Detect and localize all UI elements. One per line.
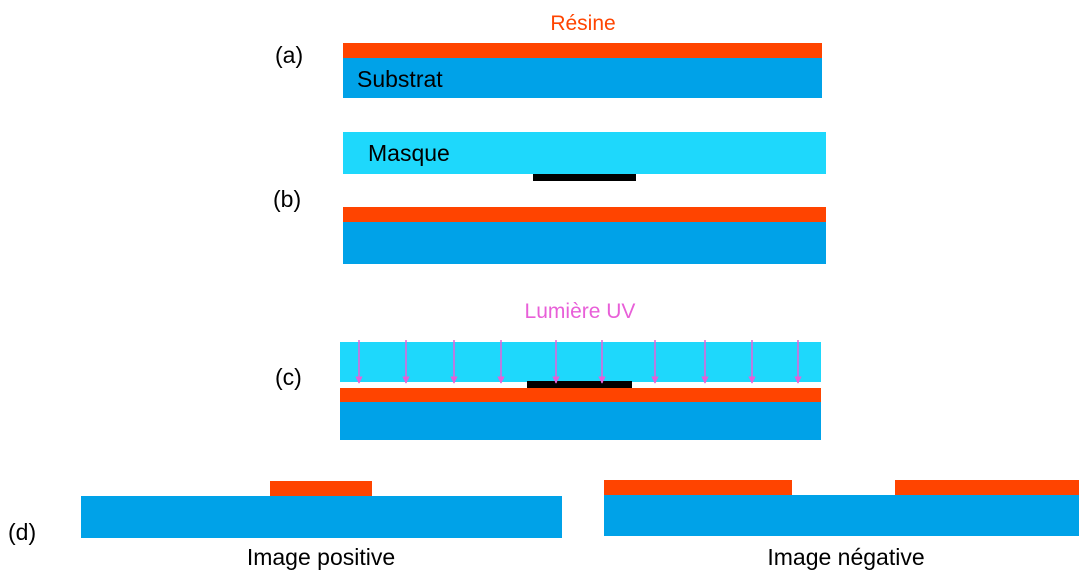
resin-label: Résine — [550, 12, 615, 35]
step-b: Masque (b) — [273, 132, 826, 264]
uv-arrows — [355, 340, 802, 384]
mask-label: Masque — [368, 140, 450, 166]
step-a: (a) Résine Substrat — [275, 12, 822, 98]
mask-opaque-pattern — [527, 381, 632, 388]
remaining-resin-left — [604, 480, 792, 495]
negative-image-label: Image négative — [767, 544, 924, 570]
step-b-label: (b) — [273, 186, 301, 212]
substrate-layer — [343, 58, 822, 98]
mask-opaque-pattern — [533, 174, 636, 181]
negative-image: Image négative — [604, 480, 1079, 570]
step-d: (d) Image positive Image négative — [8, 480, 1079, 570]
mask-plate — [340, 342, 821, 382]
resin-layer — [343, 207, 826, 222]
positive-image: Image positive — [81, 481, 562, 570]
resin-layer — [340, 388, 821, 402]
substrate-layer — [340, 402, 821, 440]
step-d-label: (d) — [8, 519, 36, 545]
substrate-layer — [81, 496, 562, 538]
step-a-label: (a) — [275, 42, 303, 68]
substrate-layer — [343, 222, 826, 264]
step-c: Lumière UV (c) — [275, 300, 821, 440]
substrate-label: Substrat — [357, 66, 443, 92]
remaining-resin — [270, 481, 372, 496]
resin-layer — [343, 43, 822, 58]
remaining-resin-right — [895, 480, 1079, 495]
step-c-label: (c) — [275, 364, 302, 390]
positive-image-label: Image positive — [247, 544, 395, 570]
uv-light-label: Lumière UV — [525, 300, 636, 323]
mask-plate — [343, 132, 826, 174]
substrate-layer — [604, 495, 1079, 536]
